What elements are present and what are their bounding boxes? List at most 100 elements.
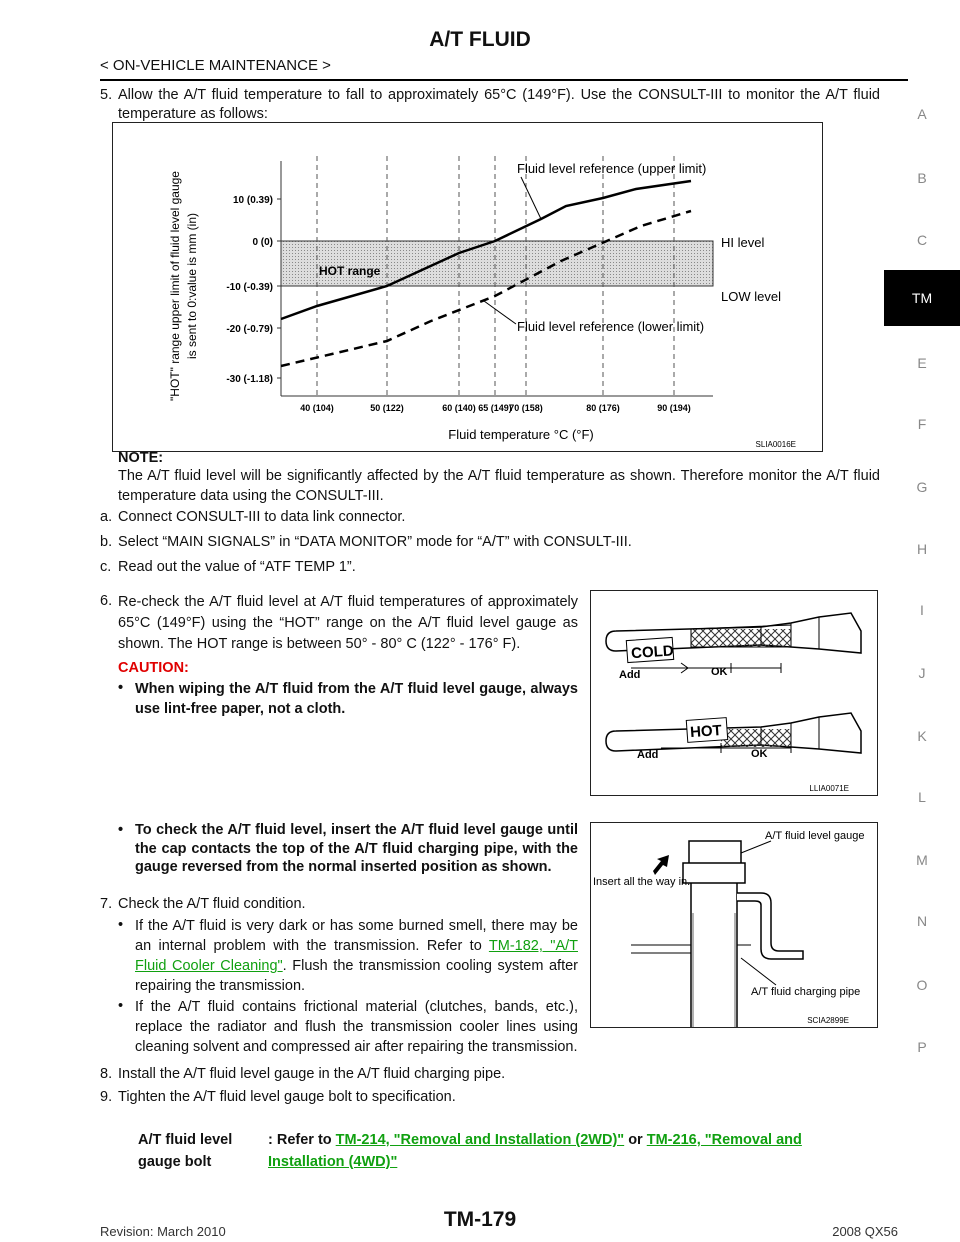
step-number: 5. <box>100 87 113 103</box>
x-tick-label: 90 (194) <box>657 403 691 413</box>
step-text: Install the A/T fluid level gauge in the… <box>118 1066 506 1082</box>
link[interactable]: TM-182, "A/T Fluid Cooler Cleaning" <box>135 938 578 974</box>
spec-label: A/T fluid level gauge bolt <box>138 1132 233 1170</box>
hot: HOT <box>690 722 723 741</box>
figure: COLD HOT Add OK Add OK LLIA0071E <box>590 590 878 796</box>
side-letter: I <box>920 602 924 618</box>
bullet-text: If the A/T fluid contains frictional mat… <box>135 999 578 1055</box>
upper-label: Fluid level reference (upper limit) <box>517 161 706 176</box>
low-level: LOW level <box>721 289 781 304</box>
hot-add: Add <box>637 749 658 761</box>
figure-code: SLIA0016E <box>756 440 796 449</box>
text: or <box>624 1132 647 1148</box>
side-letter: E <box>917 355 927 371</box>
side-letter: TM <box>884 270 960 326</box>
substep-label: b. <box>100 534 113 550</box>
upper-curve <box>280 179 692 321</box>
leader <box>483 300 517 325</box>
step-number: 9. <box>100 1089 113 1105</box>
x-tick-label: 80 (176) <box>586 403 620 413</box>
side-letter: H <box>916 541 928 557</box>
note-label: NOTE: <box>118 450 164 466</box>
figure: 10 (0.39) 0 (0) -10 (-0.39) -20 (-0.79) -30 … <box>112 122 823 452</box>
side-letter: M <box>916 852 928 868</box>
side-letter: O <box>916 977 928 993</box>
text: . Flush the transmission cooling system … <box>135 958 578 994</box>
y-tick-label: 10 (0.39) <box>233 195 273 206</box>
text: : Refer to <box>268 1132 336 1148</box>
figure: A/T fluid level gauge Insert all the way… <box>590 822 878 1028</box>
side-letter: A <box>917 106 927 122</box>
step-number: 6. <box>100 593 113 609</box>
pipe-label: A/T fluid charging pipe <box>751 986 860 998</box>
x-label: Fluid temperature °C (°F) <box>448 427 594 442</box>
model: 2008 QX56 <box>832 1224 898 1239</box>
substep-label: a. <box>100 509 113 525</box>
y-tick-label: -10 (-0.39) <box>226 282 273 293</box>
cold-ok: OK <box>711 666 728 678</box>
cold-add: Add <box>619 669 640 681</box>
x-tick-label: 60 (140) <box>442 403 476 413</box>
side-letter: N <box>916 913 928 929</box>
substep-label: c. <box>100 559 112 575</box>
side-letter: B <box>917 170 927 186</box>
y-label: is sent to 0:value is mm (in) <box>185 213 199 359</box>
x-tick-label: 40 (104) <box>300 403 334 413</box>
gauge-hot <box>605 712 862 754</box>
bullet-text: If the A/T fluid is very dark or has som… <box>135 916 578 996</box>
step-number: 8. <box>100 1066 113 1082</box>
x-tick-label: 70 (158) <box>509 403 543 413</box>
side-letter: L <box>918 789 926 805</box>
page-number: TM-179 <box>443 1208 517 1231</box>
step-text: Check the A/T fluid condition. <box>118 896 306 912</box>
step-text: Re-check the A/T fluid level at A/T flui… <box>118 594 578 652</box>
x-tick-label: 50 (122) <box>370 403 404 413</box>
caution-label: CAUTION: <box>118 660 189 676</box>
caution-text: When wiping the A/T fluid from the A/T f… <box>135 681 578 717</box>
substep-text: Select “MAIN SIGNALS” in “DATA MONITOR” … <box>118 534 632 550</box>
side-letter: P <box>917 1039 927 1055</box>
hot-range: HOT range <box>319 264 381 278</box>
substep-text: Connect CONSULT-III to data link connect… <box>118 509 406 525</box>
text: If the A/T fluid is very dark or has som… <box>135 918 578 954</box>
side-letter: K <box>917 728 927 744</box>
figure-code: SCIA2899E <box>807 1016 849 1025</box>
rule <box>100 79 908 81</box>
link[interactable]: TM-216, "Removal and Installation (4WD)" <box>268 1132 802 1170</box>
step-text: Allow the A/T fluid temperature to fall … <box>118 87 880 122</box>
bullet: • <box>118 917 124 933</box>
note-text: The A/T fluid level will be significantl… <box>118 468 880 504</box>
lower-curve <box>280 209 692 368</box>
side-letter: G <box>916 479 928 495</box>
x-tick-label: 65 (149) <box>478 403 512 413</box>
hi-level: HI level <box>721 235 764 250</box>
y-label: "HOT" range upper limit of fluid level g… <box>168 171 182 401</box>
title: A/T FLUID <box>429 28 531 51</box>
side-letter: C <box>916 232 928 248</box>
side-letter: F <box>917 416 927 432</box>
spec-value: : Refer to TM-214, "Removal and Installa… <box>268 1129 858 1173</box>
bullet: • <box>118 680 124 696</box>
step-number: 7. <box>100 896 113 912</box>
bullet: • <box>118 998 124 1014</box>
figure-chart: 10 (0.39) 0 (0) -10 (-0.39) -20 (-0.79) -30 … <box>168 156 796 449</box>
revision: Revision: March 2010 <box>100 1224 226 1239</box>
gauge-label: A/T fluid level gauge <box>765 830 864 842</box>
y-tick-label: -20 (-0.79) <box>226 324 273 335</box>
figure-code: LLIA0071E <box>809 784 849 793</box>
figure-pipe: A/T fluid level gauge Insert all the way… <box>593 830 864 1027</box>
figure-gauge: COLD HOT Add OK Add OK LLIA0071E <box>605 612 862 793</box>
side-letter: J <box>918 665 926 681</box>
subtitle: < ON-VEHICLE MAINTENANCE > <box>100 57 331 74</box>
link[interactable]: TM-214, "Removal and Installation (2WD)" <box>335 1132 625 1148</box>
substep-text: Read out the value of “ATF TEMP 1”. <box>118 559 356 575</box>
leader <box>520 176 542 220</box>
y-tick-label: -30 (-1.18) <box>226 374 273 385</box>
lower-label: Fluid level reference (lower limit) <box>517 319 704 334</box>
cold: COLD <box>631 642 675 662</box>
bullet-text: To check the A/T fluid level, insert the… <box>135 822 578 875</box>
hot-ok: OK <box>751 748 768 760</box>
y-tick-label: 0 (0) <box>252 237 273 248</box>
step-text: Tighten the A/T fluid level gauge bolt t… <box>118 1089 456 1105</box>
